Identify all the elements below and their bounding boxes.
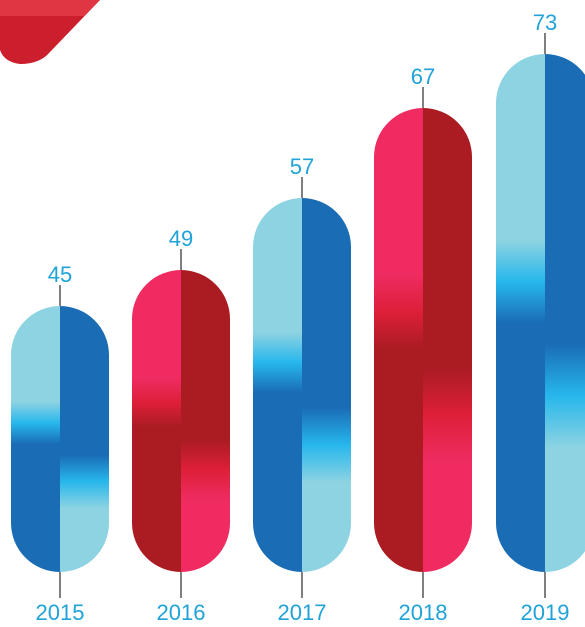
category-label-2018: 2018	[399, 600, 448, 625]
bar-2018	[374, 108, 472, 572]
corner-logo-shape	[0, 0, 100, 64]
category-label-2016: 2016	[157, 600, 206, 625]
bars-layer	[11, 33, 585, 598]
bar-2019	[496, 54, 585, 572]
labels-layer: 45 2015 49 2016 57 2017 67 2018 73 2019	[36, 10, 570, 625]
value-label-2015: 45	[48, 262, 72, 287]
bar-2017	[253, 198, 351, 572]
value-label-2017: 57	[290, 154, 314, 179]
category-label-2017: 2017	[278, 600, 327, 625]
category-label-2019: 2019	[521, 600, 570, 625]
bar-2015	[11, 306, 109, 572]
value-label-2016: 49	[169, 226, 193, 251]
value-label-2018: 67	[411, 64, 435, 89]
bar-2016	[132, 270, 230, 572]
category-label-2015: 2015	[36, 600, 85, 625]
value-label-2019: 73	[533, 10, 557, 35]
